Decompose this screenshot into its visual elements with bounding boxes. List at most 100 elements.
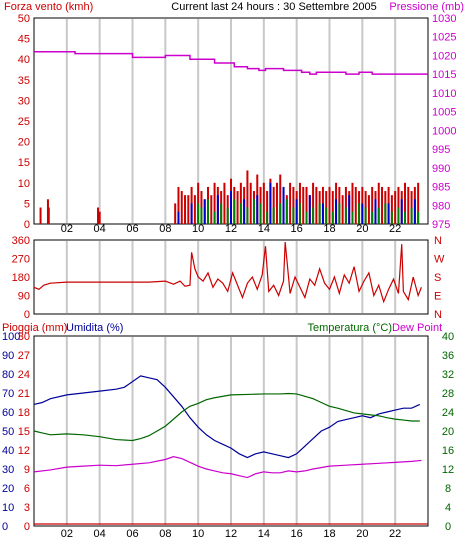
- wind-y-tick-6: 20: [18, 137, 30, 149]
- wind-bar-0-56: [341, 195, 344, 224]
- humidity-axis-label: Umidita (%): [66, 322, 123, 334]
- wind-bar-0-33: [266, 191, 269, 224]
- direction-y-tick-3: 90: [18, 291, 30, 303]
- x-tick-label-0-1: 04: [94, 223, 106, 235]
- wind-bar-2-11: [266, 211, 269, 224]
- wind-bar-0-48: [315, 186, 318, 224]
- wind-bar-2-25: [358, 203, 361, 224]
- pressure-y-tick-9: 985: [432, 182, 450, 194]
- wind-bar-1-1: [190, 203, 193, 224]
- wind-bar-0-60: [354, 186, 357, 224]
- direction-panel-frame: [33, 239, 429, 315]
- rain-y-tick-0: 30: [18, 331, 30, 343]
- wind-bar-0-44: [302, 186, 305, 224]
- temperature-y-tick-2: 32: [442, 369, 454, 381]
- wind-bar-0-11: [193, 195, 196, 224]
- x-tick-label-1-9: 20: [356, 528, 368, 540]
- rain-axis-label: Pioggia (mm): [2, 322, 67, 334]
- pressure-y-tick-0: 1030: [432, 13, 456, 25]
- wind-bar-2-8: [246, 207, 249, 224]
- pressure-y-tick-2: 1020: [432, 50, 456, 62]
- direction-compass-tick-0: N: [434, 235, 442, 247]
- wind-bar-0-68: [381, 186, 384, 224]
- wind-bar-2-19: [318, 203, 321, 224]
- wind-bar-2-30: [390, 211, 393, 224]
- temperature-y-tick-4: 24: [442, 407, 454, 419]
- wind-bar-0-75: [404, 182, 407, 224]
- wind-bar-0-9: [187, 195, 190, 224]
- panel3-line-1: [33, 392, 420, 442]
- wind-bar-1-12: [335, 199, 338, 224]
- x-tick-label-1-2: 06: [126, 528, 138, 540]
- x-tick-label-0-2: 06: [126, 223, 138, 235]
- x-tick-label-1-0: 02: [61, 528, 73, 540]
- temperature-y-tick-3: 28: [442, 388, 454, 400]
- wind-bar-2-31: [397, 207, 400, 224]
- wind-bar-1-5: [243, 199, 246, 224]
- wind-bar-2-14: [285, 199, 288, 224]
- wind-bar-2-7: [239, 203, 242, 224]
- direction-compass-tick-1: W: [434, 254, 445, 266]
- wind-bar-2-27: [371, 211, 374, 224]
- x-tick-label-0-10: 22: [389, 223, 401, 235]
- pressure-y-tick-10: 980: [432, 200, 450, 212]
- pressure-y-tick-5: 1005: [432, 107, 456, 119]
- wind-y-tick-1: 45: [18, 34, 30, 46]
- wind-bar-0-71: [390, 195, 393, 224]
- wind-bar-1-9: [295, 199, 298, 224]
- wind-bar-2-28: [377, 207, 380, 224]
- wind-bar-2-5: [226, 207, 229, 224]
- wind-bar-0-36: [275, 182, 278, 224]
- x-tick-label-1-4: 10: [192, 528, 204, 540]
- pressure-line: [34, 50, 428, 75]
- wind-bar-0-27: [246, 170, 249, 224]
- humidity-y-tick-8: 20: [2, 483, 14, 495]
- wind-bar-0-8: [184, 195, 187, 224]
- wind-y-tick-2: 40: [18, 54, 30, 66]
- humidity-y-tick-1: 90: [2, 350, 14, 362]
- direction-y-tick-2: 180: [12, 272, 30, 284]
- wind-bar-2-26: [364, 207, 367, 224]
- wind-bar-2-33: [410, 207, 413, 224]
- pressure-y-tick-11: 975: [432, 219, 450, 231]
- humidity-y-tick-4: 60: [2, 407, 14, 419]
- x-tick-label-0-5: 12: [225, 223, 237, 235]
- wind-bar-0-52: [328, 186, 331, 224]
- wind-bar-0-2: [47, 207, 50, 224]
- dewpoint-axis-label: Dew Point: [392, 322, 442, 334]
- wind-bar-0-67: [377, 182, 380, 224]
- temperature-y-tick-9: 4: [445, 502, 451, 514]
- wind-bar-0-0: [39, 207, 42, 224]
- direction-compass-tick-3: E: [434, 291, 441, 303]
- x-tick-label-1-7: 16: [291, 528, 303, 540]
- x-tick-label-0-0: 02: [61, 223, 73, 235]
- wind-y-tick-4: 30: [18, 95, 30, 107]
- humidity-y-tick-9: 10: [2, 502, 14, 514]
- wind-bar-0-37: [279, 174, 282, 224]
- panel3-line-0: [33, 375, 421, 459]
- wind-bar-2-0: [197, 203, 200, 224]
- wind-bar-0-57: [344, 186, 347, 224]
- rain-y-tick-6: 12: [18, 445, 30, 457]
- pressure-y-tick-6: 1000: [432, 125, 456, 137]
- wind-bar-0-17: [213, 182, 216, 224]
- wind-bar-0-72: [394, 191, 397, 224]
- wind-bar-0-32: [262, 182, 265, 224]
- wind-bar-1-10: [308, 195, 311, 224]
- rain-y-tick-8: 6: [24, 483, 30, 495]
- wind-bar-2-10: [259, 203, 262, 224]
- humidity-y-tick-2: 80: [2, 369, 14, 381]
- wind-bar-0-73: [397, 186, 400, 224]
- temperature-y-tick-8: 8: [445, 483, 451, 495]
- wind-bar-0-40: [289, 182, 292, 224]
- humidity-y-tick-10: 0: [2, 521, 8, 533]
- wind-bar-2-9: [252, 199, 255, 224]
- wind-bar-1-2: [203, 199, 206, 224]
- rain-y-tick-2: 24: [18, 369, 30, 381]
- x-tick-label-0-9: 20: [356, 223, 368, 235]
- temperature-y-tick-1: 36: [442, 350, 454, 362]
- direction-y-tick-0: 360: [12, 235, 30, 247]
- wind-bar-2-21: [331, 211, 334, 224]
